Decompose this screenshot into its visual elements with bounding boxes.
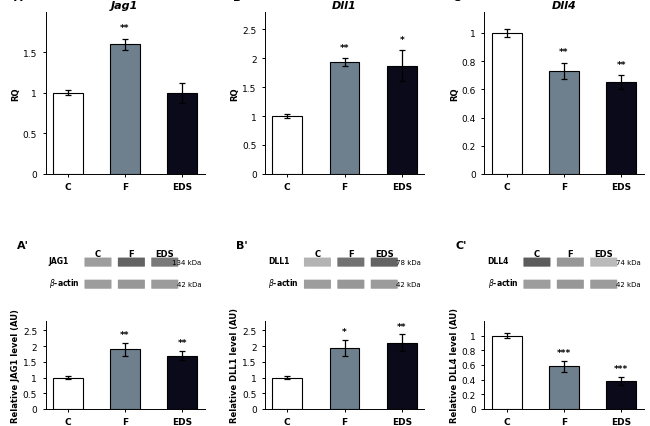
Y-axis label: RQ: RQ (11, 87, 20, 101)
Text: **: ** (559, 48, 569, 57)
FancyBboxPatch shape (84, 258, 112, 267)
Bar (168, 356, 198, 409)
Bar (330, 63, 359, 175)
Text: EDS: EDS (595, 249, 613, 258)
Bar (491, 34, 521, 175)
Text: 42 kDa: 42 kDa (177, 282, 202, 288)
Bar (606, 83, 636, 175)
FancyBboxPatch shape (370, 280, 398, 289)
Text: **: ** (120, 331, 130, 340)
FancyBboxPatch shape (337, 280, 365, 289)
FancyBboxPatch shape (304, 280, 331, 289)
Text: 134 kDa: 134 kDa (172, 259, 202, 265)
FancyBboxPatch shape (84, 280, 112, 289)
FancyBboxPatch shape (337, 258, 365, 267)
Text: *: * (342, 328, 347, 337)
Text: 74 kDa: 74 kDa (616, 259, 640, 265)
Text: C: C (95, 249, 101, 258)
Text: $\beta$-actin: $\beta$-actin (488, 277, 519, 290)
Bar (549, 366, 579, 409)
Bar (606, 381, 636, 409)
Text: A: A (14, 0, 22, 3)
Text: B': B' (237, 241, 248, 251)
Bar (53, 377, 83, 409)
Title: Jag1: Jag1 (111, 1, 138, 11)
Bar (110, 349, 140, 409)
Text: 78 kDa: 78 kDa (396, 259, 421, 265)
Bar (110, 45, 140, 175)
Text: **: ** (617, 60, 626, 69)
Text: **: ** (177, 339, 187, 348)
FancyBboxPatch shape (151, 280, 178, 289)
Y-axis label: RQ: RQ (231, 87, 239, 101)
Bar (168, 94, 198, 175)
Bar (272, 117, 302, 175)
Text: C: C (452, 0, 461, 3)
FancyBboxPatch shape (590, 258, 618, 267)
Text: F: F (129, 249, 134, 258)
Text: JAG1: JAG1 (49, 257, 69, 266)
Text: EDS: EDS (375, 249, 393, 258)
Text: $\beta$-actin: $\beta$-actin (49, 277, 79, 290)
Bar (387, 66, 417, 175)
FancyBboxPatch shape (590, 280, 618, 289)
FancyBboxPatch shape (557, 258, 584, 267)
FancyBboxPatch shape (523, 280, 551, 289)
Title: Dll1: Dll1 (332, 1, 357, 11)
Text: EDS: EDS (155, 249, 174, 258)
FancyBboxPatch shape (557, 280, 584, 289)
Text: **: ** (340, 43, 349, 52)
FancyBboxPatch shape (304, 258, 331, 267)
Y-axis label: Relative JAG1 level (AU): Relative JAG1 level (AU) (11, 308, 20, 422)
Text: *: * (400, 35, 404, 44)
Bar (272, 377, 302, 409)
Text: F: F (348, 249, 354, 258)
FancyBboxPatch shape (118, 258, 145, 267)
Text: DLL4: DLL4 (488, 257, 509, 266)
Text: $\beta$-actin: $\beta$-actin (268, 277, 299, 290)
Text: 42 kDa: 42 kDa (616, 282, 640, 288)
Bar (491, 336, 521, 409)
Text: **: ** (397, 322, 407, 331)
Text: B: B (233, 0, 242, 3)
FancyBboxPatch shape (118, 280, 145, 289)
Text: ***: *** (557, 348, 571, 357)
Text: C': C' (456, 241, 467, 251)
Bar (53, 94, 83, 175)
Y-axis label: Relative DLL1 level (AU): Relative DLL1 level (AU) (231, 308, 239, 423)
Text: DLL1: DLL1 (268, 257, 289, 266)
FancyBboxPatch shape (151, 258, 178, 267)
FancyBboxPatch shape (370, 258, 398, 267)
Text: 42 kDa: 42 kDa (396, 282, 421, 288)
Y-axis label: RQ: RQ (450, 87, 459, 101)
Text: A': A' (17, 241, 29, 251)
Text: ***: *** (614, 364, 629, 373)
Y-axis label: Relative DLL4 level (AU): Relative DLL4 level (AU) (450, 308, 459, 423)
Bar (387, 343, 417, 409)
Bar (549, 72, 579, 175)
Title: Dll4: Dll4 (552, 1, 577, 11)
Text: C: C (534, 249, 540, 258)
Text: **: ** (120, 24, 130, 33)
Text: C: C (315, 249, 320, 258)
Bar (330, 348, 359, 409)
FancyBboxPatch shape (523, 258, 551, 267)
Text: F: F (567, 249, 573, 258)
